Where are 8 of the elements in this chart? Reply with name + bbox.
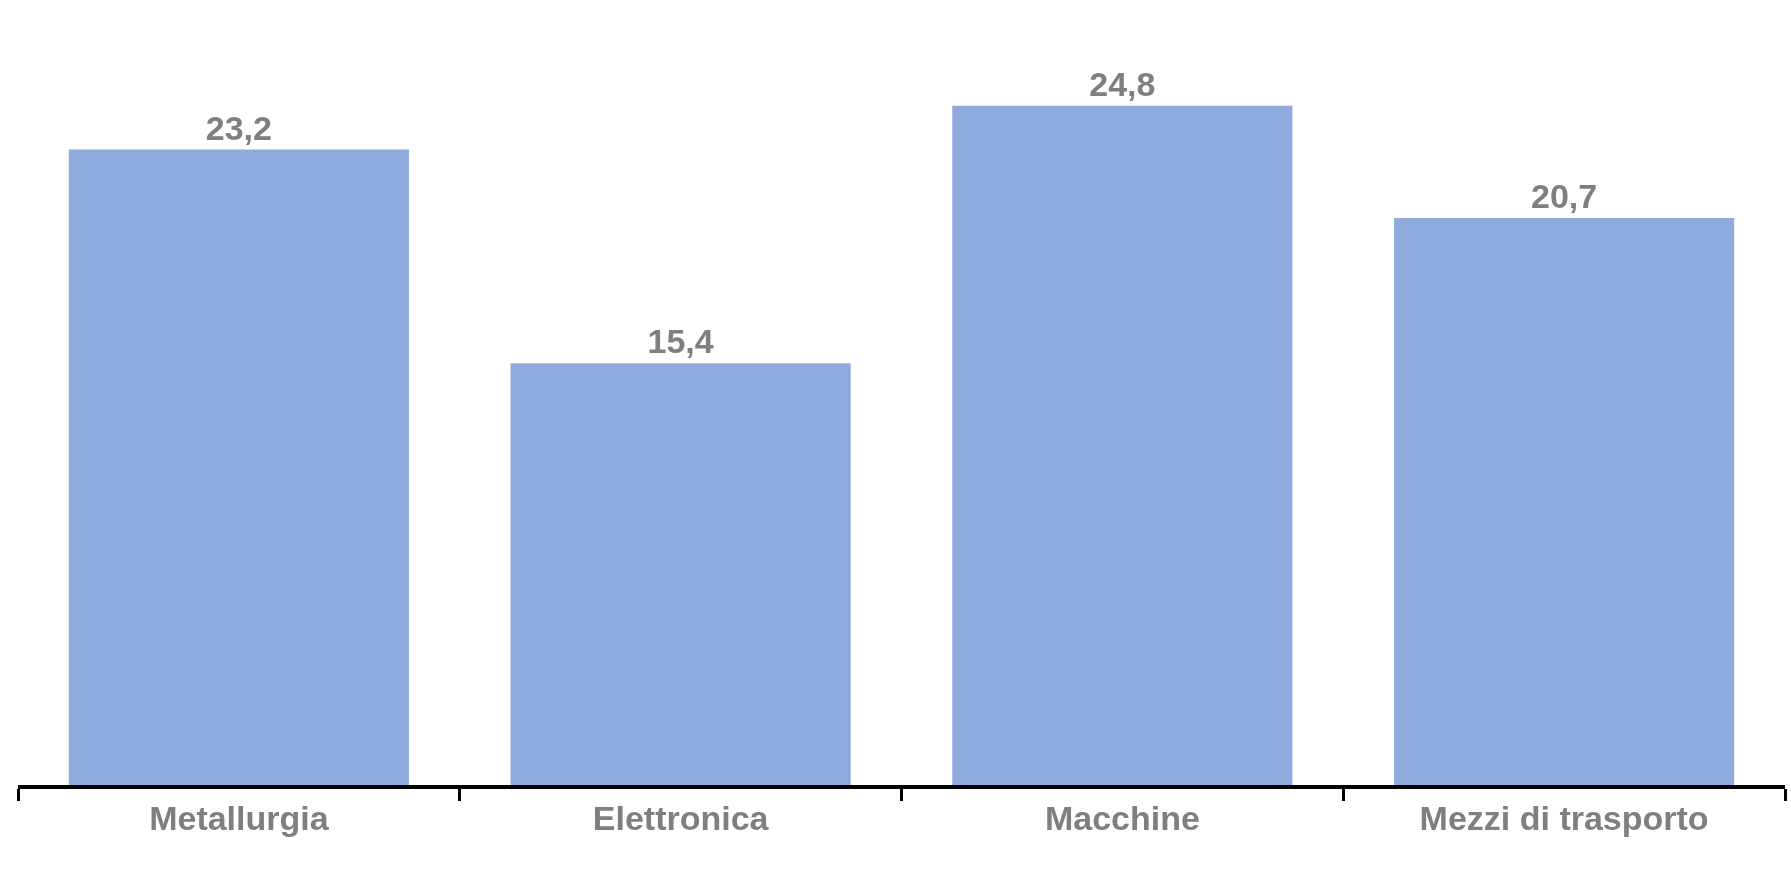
data-label: 23,2 [205, 108, 272, 147]
data-label: 15,4 [647, 322, 714, 361]
x-tick-label: Metallurgia [149, 798, 330, 837]
x-tick-label: Elettronica [592, 798, 770, 837]
data-label: 20,7 [1531, 177, 1598, 216]
x-tick-label: Macchine [1044, 798, 1200, 837]
data-label: 24,8 [1089, 64, 1156, 103]
x-tick-label: Mezzi di trasporto [1419, 798, 1709, 837]
